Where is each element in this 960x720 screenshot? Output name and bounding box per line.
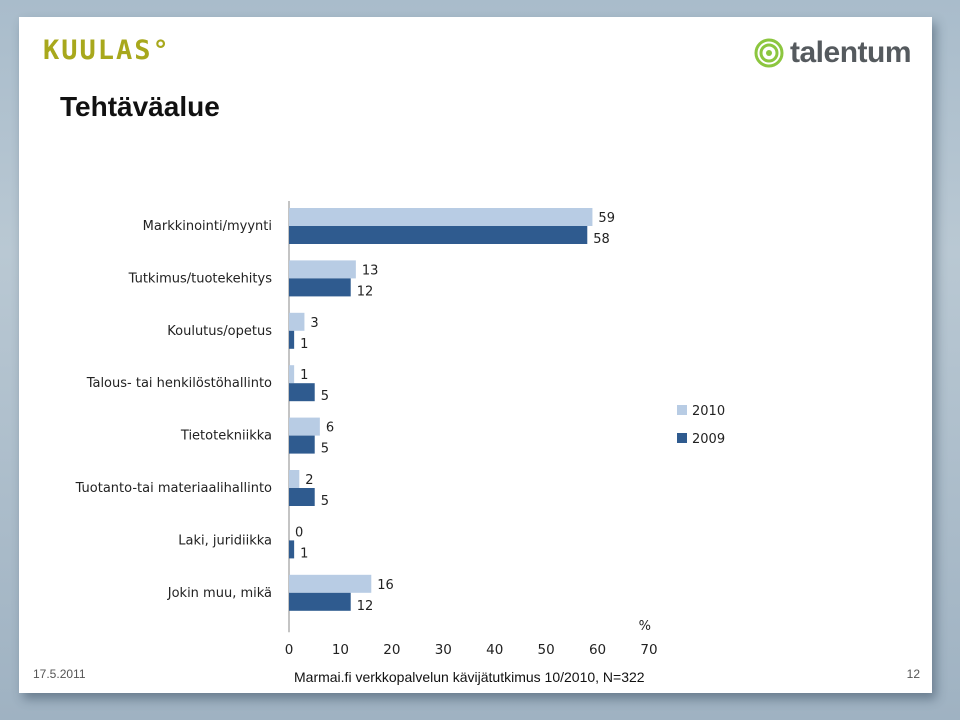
bar-2009 (289, 488, 315, 506)
x-tick-label: 60 (589, 642, 606, 658)
slide: KUULAS° talentum Tehtäväalue Markkinoint… (19, 17, 932, 693)
footer-source: Marmai.fi verkkopalvelun kävijätutkimus … (294, 669, 645, 685)
category-label: Koulutus/opetus (167, 324, 272, 339)
category-label: Laki, juridiikka (178, 533, 272, 548)
x-tick-label: 30 (435, 642, 452, 658)
bar-2009 (289, 435, 315, 454)
bar-2009 (289, 330, 295, 349)
data-label-2009: 58 (593, 232, 610, 247)
talentum-logo-text: talentum (790, 36, 912, 69)
legend-label-2009: 2009 (692, 432, 725, 447)
category-label: Markkinointi/myynti (143, 219, 272, 234)
legend-swatch-2009 (677, 433, 687, 443)
bar-2009 (289, 278, 351, 297)
bar-2009 (289, 592, 351, 611)
x-tick-label: 20 (383, 642, 400, 658)
bar-2010 (289, 365, 295, 384)
x-tick-label: 70 (640, 642, 657, 658)
legend-swatch-2010 (677, 405, 687, 415)
talentum-swirl-icon (754, 38, 784, 68)
page-title: Tehtäväalue (60, 91, 220, 122)
data-label-2010: 13 (362, 263, 379, 278)
data-label-2009: 12 (357, 284, 374, 299)
data-label-2010: 3 (310, 316, 318, 331)
category-label: Tutkimus/tuotekehitys (128, 271, 273, 286)
data-label-2010: 6 (326, 421, 334, 436)
bar-2010 (289, 417, 320, 436)
bar-chart: Markkinointi/myynti 59 58 Tutkimus/tuotekeh… (75, 201, 725, 658)
x-tick-label: 40 (486, 642, 503, 658)
data-label-2009: 1 (300, 337, 308, 352)
data-label-2010: 59 (598, 211, 615, 226)
talentum-logo: talentum (754, 36, 912, 70)
data-label-2009: 5 (321, 389, 329, 404)
data-label-2009: 12 (357, 599, 374, 614)
bar-2010 (289, 470, 300, 488)
category-label: Talous- tai henkilöstöhallinto (86, 376, 272, 391)
bar-2010 (289, 574, 372, 593)
bar-2010 (289, 208, 593, 226)
category-label: Tuotanto-tai materiaalihallinto (75, 481, 272, 496)
data-label-2010: 1 (300, 368, 308, 383)
bar-2009 (289, 383, 315, 402)
kuulas-logo: KUULAS° (43, 35, 171, 66)
page-number: 12 (906, 667, 920, 681)
bar-2009 (289, 226, 588, 244)
data-label-2010: 2 (305, 473, 313, 488)
legend-label-2010: 2010 (692, 404, 725, 419)
footer-date: 17.5.2011 (33, 667, 86, 681)
x-tick-label: 0 (285, 642, 294, 658)
unit-label: % (639, 619, 651, 634)
bar-2010 (289, 260, 356, 279)
data-label-2010: 0 (295, 525, 303, 540)
category-label: Jokin muu, mikä (167, 586, 272, 601)
x-tick-label: 10 (332, 642, 349, 658)
bar-2010 (289, 312, 305, 331)
bar-2009 (289, 540, 295, 559)
data-label-2010: 16 (377, 578, 394, 593)
x-tick-label: 50 (538, 642, 555, 658)
category-label: Tietotekniikka (180, 429, 272, 444)
data-label-2009: 5 (321, 494, 329, 509)
data-label-2009: 1 (300, 546, 308, 561)
data-label-2009: 5 (321, 442, 329, 457)
